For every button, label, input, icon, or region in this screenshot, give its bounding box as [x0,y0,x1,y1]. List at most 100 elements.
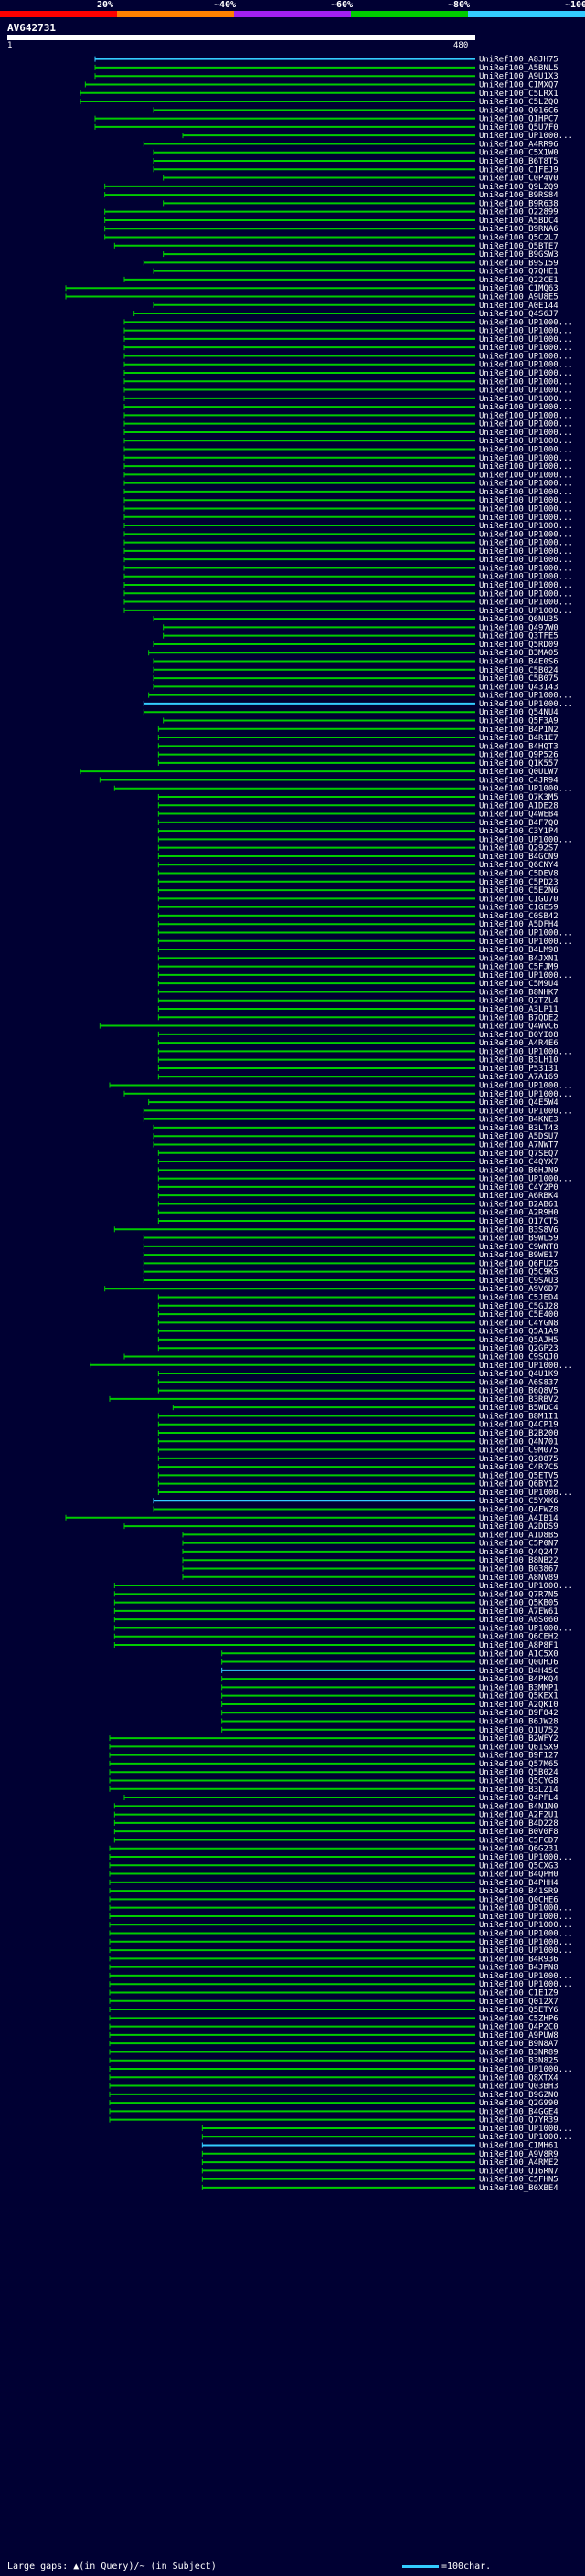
hit-label[interactable]: UniRef100_UP1000... [479,327,573,336]
hit-label[interactable]: UniRef100_UP1000... [479,361,573,370]
hit-label[interactable]: UniRef100_UP1000... [479,530,573,539]
hit-label[interactable]: UniRef100_UP1000... [479,522,573,531]
hit-label[interactable]: UniRef100_Q6CNY4 [479,861,558,870]
hit-label[interactable]: UniRef100_B9GSW3 [479,250,558,260]
hit-label[interactable]: UniRef100_B3NR89 [479,2048,558,2057]
hit-label[interactable]: UniRef100_B2AB61 [479,1200,558,1209]
hit-label[interactable]: UniRef100_UP1000... [479,514,573,523]
hit-label[interactable]: UniRef100_A0E144 [479,302,558,311]
hit-label[interactable]: UniRef100_Q6G231 [479,1845,558,1854]
hit-label[interactable]: UniRef100_B3LT43 [479,1124,558,1133]
hit-label[interactable]: UniRef100_Q8XTX4 [479,2073,558,2083]
hit-label[interactable]: UniRef100_Q4CP19 [479,1421,558,1430]
hit-label[interactable]: UniRef100_A4IB14 [479,1514,558,1523]
hit-label[interactable]: UniRef100_Q43143 [479,683,558,692]
hit-label[interactable]: UniRef100_Q5KEX1 [479,1692,558,1701]
hit-label[interactable]: UniRef100_Q7YR39 [479,2116,558,2125]
hit-label[interactable]: UniRef100_UP1000... [479,564,573,573]
hit-label[interactable]: UniRef100_B4LM98 [479,946,558,955]
hit-label[interactable]: UniRef100_UP1000... [479,2065,573,2074]
hit-label[interactable]: UniRef100_Q1K557 [479,759,558,769]
hit-label[interactable]: UniRef100_B6T8T5 [479,157,558,166]
hit-label[interactable]: UniRef100_Q7K3M5 [479,793,558,802]
hit-label[interactable]: UniRef100_C3Y1P4 [479,827,558,836]
hit-label[interactable]: UniRef100_Q28875 [479,1455,558,1464]
hit-label[interactable]: UniRef100_C5FHN5 [479,2176,558,2185]
hit-label[interactable]: UniRef100_UP1000... [479,938,573,947]
hit-label[interactable]: UniRef100_Q012X7 [479,1998,558,2007]
hit-label[interactable]: UniRef100_B8NB22 [479,1556,558,1565]
hit-label[interactable]: UniRef100_A4RR96 [479,140,558,149]
hit-label[interactable]: UniRef100_Q61SX9 [479,1743,558,1752]
hit-label[interactable]: UniRef100_B4N1N0 [479,1802,558,1811]
hit-label[interactable]: UniRef100_A4R4E6 [479,1039,558,1048]
hit-label[interactable]: UniRef100_B6HJN9 [479,1166,558,1175]
hit-label[interactable]: UniRef100_A8NV89 [479,1574,558,1583]
hit-label[interactable]: UniRef100_UP1000... [479,403,573,412]
hit-label[interactable]: UniRef100_C5X1W0 [479,149,558,158]
hit-label[interactable]: UniRef100_B4F7Q0 [479,819,558,828]
hit-label[interactable]: UniRef100_B9RS84 [479,191,558,200]
hit-label[interactable]: UniRef100_C9SAU3 [479,1277,558,1286]
hit-label[interactable]: UniRef100_C5M9U4 [479,980,558,989]
hit-label[interactable]: UniRef100_UP1000... [479,369,573,378]
hit-label[interactable]: UniRef100_A5DSU7 [479,1132,558,1141]
hit-label[interactable]: UniRef100_Q16RN7 [479,2167,558,2176]
hit-label[interactable]: UniRef100_Q5RD09 [479,641,558,650]
hit-label[interactable]: UniRef100_UP1000... [479,1946,573,1956]
hit-label[interactable]: UniRef100_UP1000... [479,488,573,497]
hit-label[interactable]: UniRef100_C1GE59 [479,904,558,913]
hit-label[interactable]: UniRef100_Q5ETY6 [479,2006,558,2015]
hit-label[interactable]: UniRef100_UP1000... [479,377,573,387]
hit-label[interactable]: UniRef100_Q5A1A9 [479,1328,558,1337]
hit-label[interactable]: UniRef100_Q5C2L7 [479,234,558,243]
hit-label[interactable]: UniRef100_UP1000... [479,352,573,361]
hit-label[interactable]: UniRef100_UP1000... [479,2125,573,2134]
hit-label[interactable]: UniRef100_UP1000... [479,928,573,938]
hit-label[interactable]: UniRef100_Q5U7F0 [479,123,558,133]
hit-label[interactable]: UniRef100_UP1000... [479,1930,573,1939]
hit-label[interactable]: UniRef100_C1GU70 [479,895,558,904]
hit-label[interactable]: UniRef100_Q5F3A9 [479,716,558,726]
hit-label[interactable]: UniRef100_C4JR94 [479,776,558,785]
hit-label[interactable]: UniRef100_Q1U752 [479,1726,558,1735]
hit-label[interactable]: UniRef100_Q1HPC7 [479,115,558,124]
hit-label[interactable]: UniRef100_B5WDC4 [479,1404,558,1413]
hit-label[interactable]: UniRef100_UP1000... [479,437,573,446]
hit-label[interactable]: UniRef100_Q4PFL4 [479,1794,558,1803]
hit-label[interactable]: UniRef100_C0SB42 [479,912,558,921]
hit-label[interactable]: UniRef100_A9U1X3 [479,72,558,81]
hit-label[interactable]: UniRef100_UP1000... [479,411,573,420]
hit-label[interactable]: UniRef100_C5E400 [479,1310,558,1320]
hit-label[interactable]: UniRef100_Q016C6 [479,106,558,115]
hit-label[interactable]: UniRef100_B4GCN9 [479,853,558,862]
hit-label[interactable]: UniRef100_UP1000... [479,471,573,480]
hit-label[interactable]: UniRef100_C1MXQ7 [479,80,558,90]
hit-label[interactable]: UniRef100_C5P0N7 [479,1540,558,1549]
hit-label[interactable]: UniRef100_UP1000... [479,132,573,141]
hit-label[interactable]: UniRef100_B3LH10 [479,1056,558,1065]
hit-label[interactable]: UniRef100_A5DFH4 [479,920,558,929]
hit-label[interactable]: UniRef100_Q6CEH2 [479,1633,558,1642]
hit-label[interactable]: UniRef100_A9V6D7 [479,1285,558,1294]
hit-label[interactable]: UniRef100_C1MH61 [479,2142,558,2151]
hit-label[interactable]: UniRef100_B4P1N2 [479,726,558,735]
hit-label[interactable]: UniRef100_UP1000... [479,429,573,438]
hit-label[interactable]: UniRef100_B0YI08 [479,1031,558,1040]
hit-label[interactable]: UniRef100_B9F842 [479,1709,558,1718]
hit-label[interactable]: UniRef100_A5BDC4 [479,217,558,226]
hit-label[interactable]: UniRef100_A6RBK4 [479,1192,558,1201]
hit-label[interactable]: UniRef100_B3N825 [479,2057,558,2066]
hit-label[interactable]: UniRef100_P53131 [479,1065,558,1074]
hit-label[interactable]: UniRef100_B9R638 [479,199,558,208]
hit-label[interactable]: UniRef100_B3RBV2 [479,1395,558,1405]
hit-label[interactable]: UniRef100_Q4P2C0 [479,2023,558,2032]
hit-label[interactable]: UniRef100_UP1000... [479,785,573,794]
hit-label[interactable]: UniRef100_C1FEJ9 [479,165,558,175]
hit-label[interactable]: UniRef100_UP1000... [479,573,573,582]
hit-label[interactable]: UniRef100_UP1000... [479,462,573,472]
hit-label[interactable]: UniRef100_B6Q8V5 [479,1387,558,1396]
hit-label[interactable]: UniRef100_C5PD23 [479,878,558,887]
hit-label[interactable]: UniRef100_B4PHH4 [479,1879,558,1888]
hit-label[interactable]: UniRef100_A5BNL5 [479,64,558,73]
